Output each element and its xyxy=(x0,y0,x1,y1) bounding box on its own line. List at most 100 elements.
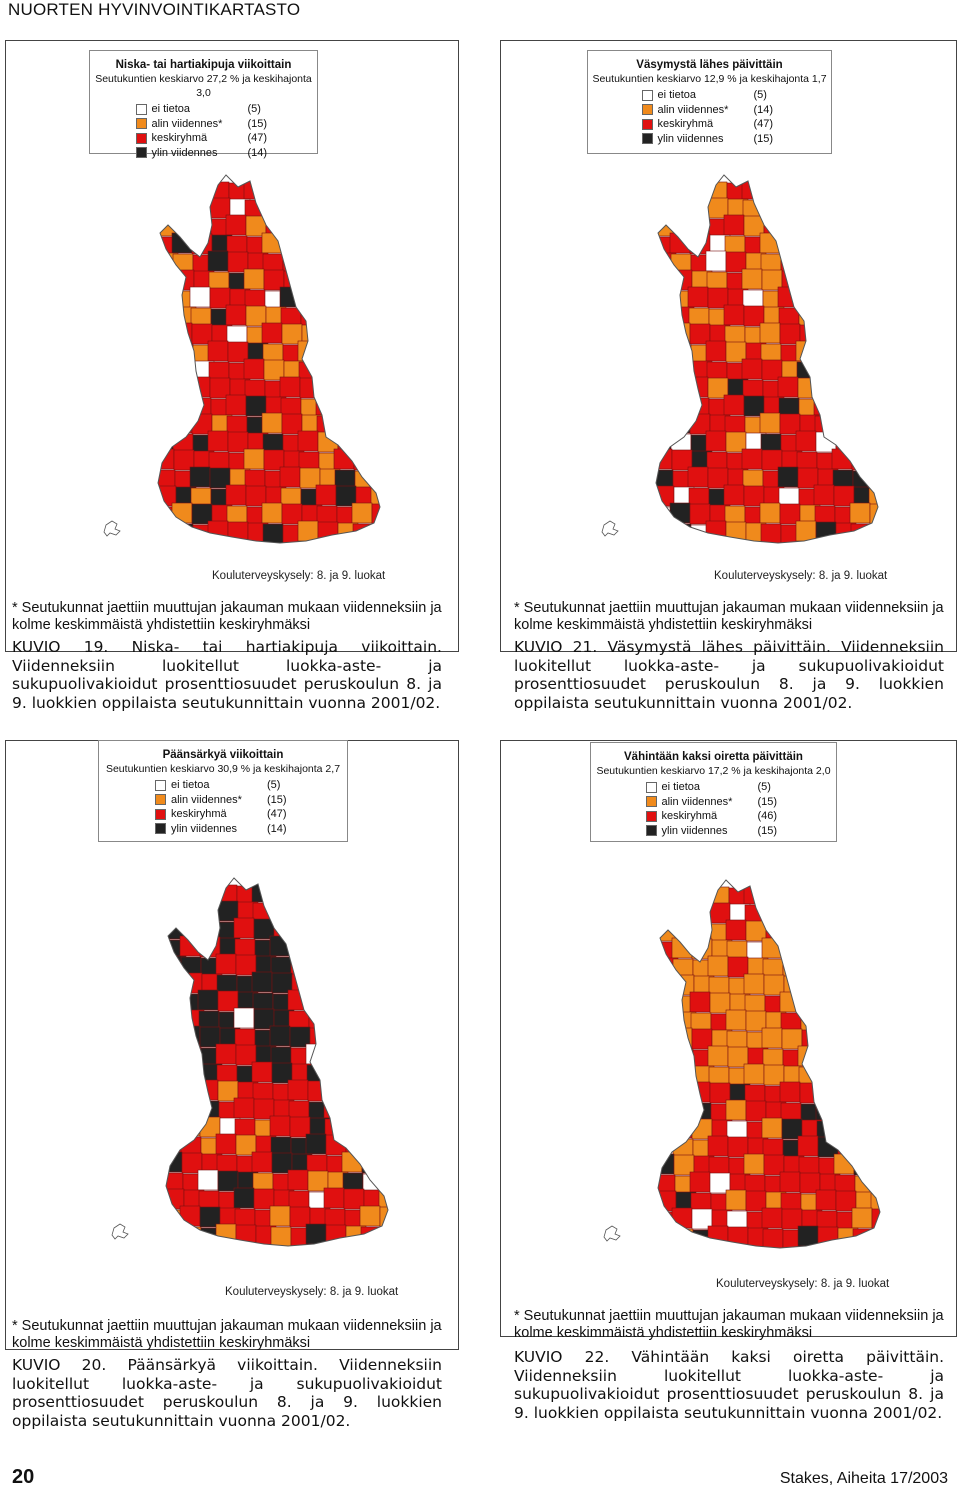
map-region xyxy=(779,1081,801,1103)
map-region xyxy=(334,199,356,221)
map-region xyxy=(870,434,878,456)
map-region xyxy=(343,1098,365,1120)
legend-label: ylin viidennes xyxy=(171,822,238,835)
map-region xyxy=(870,1102,880,1124)
map-region xyxy=(834,994,856,1016)
map-region xyxy=(852,1228,874,1248)
map-region xyxy=(315,304,337,326)
map-region xyxy=(336,326,358,348)
map-region xyxy=(819,903,841,925)
map-region xyxy=(189,286,211,308)
legend-swatch xyxy=(645,796,657,808)
map-region xyxy=(179,1025,201,1047)
map-region xyxy=(658,1084,676,1106)
map-region xyxy=(835,342,857,364)
map-region xyxy=(816,362,838,384)
map-region xyxy=(669,232,691,254)
legend-subtitle: Seutukuntien keskiarvo 27,2 % ja keskiha… xyxy=(95,73,312,99)
map-region xyxy=(869,991,880,1013)
map-region xyxy=(325,1044,347,1066)
legend-swatch xyxy=(155,808,166,820)
map-region xyxy=(319,378,341,400)
map-region xyxy=(264,200,286,222)
map-region xyxy=(760,523,782,543)
map-legend: Päänsärkyä viikoittain Seutukuntien keski… xyxy=(98,740,348,842)
map-region xyxy=(369,196,380,218)
legend-swatch xyxy=(135,147,147,159)
map-region xyxy=(287,989,309,1011)
map-region xyxy=(215,1133,237,1155)
map-region xyxy=(359,935,381,957)
map-region xyxy=(849,232,871,254)
map-region xyxy=(795,430,817,452)
map-region xyxy=(675,921,697,943)
map-region xyxy=(336,236,358,258)
map-region xyxy=(263,179,285,201)
legend-swatch xyxy=(641,118,653,130)
map-region xyxy=(761,179,783,201)
map-region xyxy=(873,1065,880,1087)
map-region xyxy=(832,289,854,311)
map-region xyxy=(690,922,712,944)
map-region xyxy=(201,883,223,905)
map-region xyxy=(379,1206,388,1228)
map-region xyxy=(817,378,839,400)
map-region xyxy=(777,466,799,488)
map-region xyxy=(166,1029,186,1051)
map-region xyxy=(369,286,380,308)
map-region xyxy=(725,919,747,941)
map-region xyxy=(158,178,175,200)
map-region xyxy=(362,1083,384,1105)
map-region xyxy=(673,216,695,238)
map-region xyxy=(317,251,339,273)
map-region xyxy=(355,216,377,238)
map-region xyxy=(691,180,713,202)
map-region xyxy=(344,1119,366,1141)
legend-label: keskiryhmä xyxy=(661,810,718,823)
map-region xyxy=(233,1007,255,1029)
map-region xyxy=(658,1063,675,1085)
map-region xyxy=(327,1081,349,1103)
legend-count: (5) xyxy=(757,781,771,794)
map-region xyxy=(158,395,177,417)
map-region xyxy=(379,1026,388,1048)
map-region xyxy=(834,326,856,348)
map-region xyxy=(872,1229,880,1248)
map-region xyxy=(291,883,313,905)
map-region xyxy=(181,1062,203,1084)
legend-swatch xyxy=(135,132,147,144)
legend-label: ylin viidennes xyxy=(151,146,218,159)
map-region xyxy=(351,412,373,434)
map-region xyxy=(193,180,215,202)
map-region xyxy=(871,270,878,292)
figure-caption: KUVIO 21. Väsymystä lähes päivittäin. Vi… xyxy=(514,638,944,712)
map-region xyxy=(852,290,874,312)
map-region xyxy=(815,1189,837,1211)
map-region xyxy=(362,903,384,925)
map-region xyxy=(796,181,818,203)
legend-label: ylin viidennes xyxy=(657,132,724,145)
map-region xyxy=(299,197,321,219)
map-region xyxy=(166,992,184,1014)
map-region xyxy=(837,1047,859,1069)
map-region xyxy=(723,394,745,416)
legend-label: keskiryhmä xyxy=(151,132,208,145)
map-region xyxy=(672,1228,694,1248)
map-region xyxy=(297,520,319,542)
legend-count: (47) xyxy=(753,118,774,131)
map-region xyxy=(317,341,339,363)
map-region xyxy=(233,917,255,939)
map-region xyxy=(270,1226,292,1246)
map-region xyxy=(817,1046,839,1068)
map-region xyxy=(341,1061,363,1083)
map-region xyxy=(867,376,878,398)
map-region xyxy=(869,901,880,923)
map-region xyxy=(672,380,694,402)
map-region xyxy=(813,214,835,236)
map-region xyxy=(672,200,694,222)
map-region xyxy=(271,882,293,904)
map-region xyxy=(870,344,878,366)
map-region xyxy=(759,322,781,344)
map-region xyxy=(779,991,801,1013)
map-region xyxy=(687,286,709,308)
